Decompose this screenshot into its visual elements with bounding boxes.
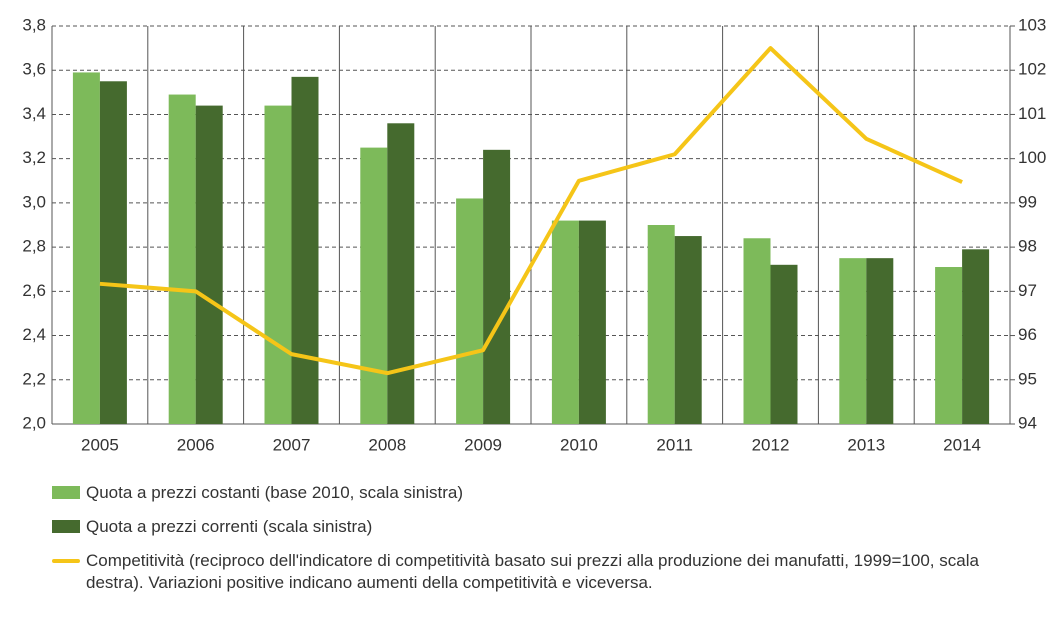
y-tick-label: 3,4 [22, 104, 46, 123]
bar [551, 220, 579, 424]
y2-tick-label: 97 [1018, 281, 1037, 300]
y-tick-label: 3,8 [22, 15, 46, 34]
chart: 2,0 2,2 2,4 2,6 2,8 3,0 3,2 3,4 3,6 3,8 94 95 96 97 98… [22, 15, 1046, 454]
x-tick-label: 2014 [943, 435, 981, 454]
y-tick-label: 3,6 [22, 60, 46, 79]
y2-tick-label: 96 [1018, 325, 1037, 344]
y2-tick-label: 100 [1018, 148, 1046, 167]
x-tick-label: 2009 [464, 435, 502, 454]
y2-tick-label: 95 [1018, 369, 1037, 388]
y-tick-label: 3,2 [22, 148, 46, 167]
x-tick-label: 2011 [656, 435, 693, 454]
y2-tick-label: 101 [1018, 104, 1046, 123]
y-tick-label: 2,0 [22, 413, 46, 432]
bar [264, 105, 292, 424]
x-tick-label: 2007 [273, 435, 311, 454]
bar [866, 258, 894, 424]
bar [770, 264, 798, 424]
x-tick-label: 2008 [368, 435, 406, 454]
bar [360, 147, 388, 424]
bar [72, 72, 100, 424]
y-tick-label: 3,0 [22, 192, 46, 211]
legend-swatch [52, 486, 80, 499]
legend-item: Quota a prezzi costanti (base 2010, scal… [52, 482, 1042, 504]
bar [387, 123, 415, 425]
line-series [99, 46, 963, 376]
legend-label: Quota a prezzi correnti (scala sinistra) [86, 517, 373, 536]
legend-label: Quota a prezzi costanti (base 2010, scal… [86, 483, 464, 502]
bar [935, 267, 963, 424]
bar [962, 249, 990, 424]
y-tick-label: 2,8 [22, 237, 46, 256]
y2-tick-label: 94 [1018, 413, 1037, 432]
y2-tick-label: 102 [1018, 60, 1046, 79]
bar [674, 236, 702, 424]
legend-item: Quota a prezzi correnti (scala sinistra) [52, 516, 1042, 538]
bar [483, 149, 511, 425]
bar [578, 220, 606, 424]
bar [743, 238, 771, 424]
y-tick-label: 2,6 [22, 281, 46, 300]
x-tick-label: 2006 [177, 435, 215, 454]
y-tick-label: 2,4 [22, 325, 46, 344]
y-tick-label: 2,2 [22, 369, 46, 388]
legend-item: Competitività (reciproco dell'indicatore… [52, 550, 1042, 594]
bar [195, 105, 223, 424]
legend-label: Competitività (reciproco dell'indicatore… [86, 551, 979, 592]
bar [168, 94, 196, 425]
x-tick-label: 2013 [847, 435, 885, 454]
bar [647, 225, 675, 424]
x-tick-label: 2010 [560, 435, 598, 454]
bar [456, 198, 484, 424]
x-tick-label: 2005 [81, 435, 119, 454]
bar [99, 81, 127, 425]
y2-tick-label: 98 [1018, 237, 1037, 256]
legend-swatch [52, 559, 80, 563]
bar [839, 258, 867, 424]
y2-tick-label: 99 [1018, 192, 1037, 211]
legend: Quota a prezzi costanti (base 2010, scal… [52, 482, 1042, 606]
y2-tick-label: 103 [1018, 15, 1046, 34]
bar [291, 76, 319, 424]
x-tick-label: 2012 [752, 435, 790, 454]
legend-swatch [52, 520, 80, 533]
